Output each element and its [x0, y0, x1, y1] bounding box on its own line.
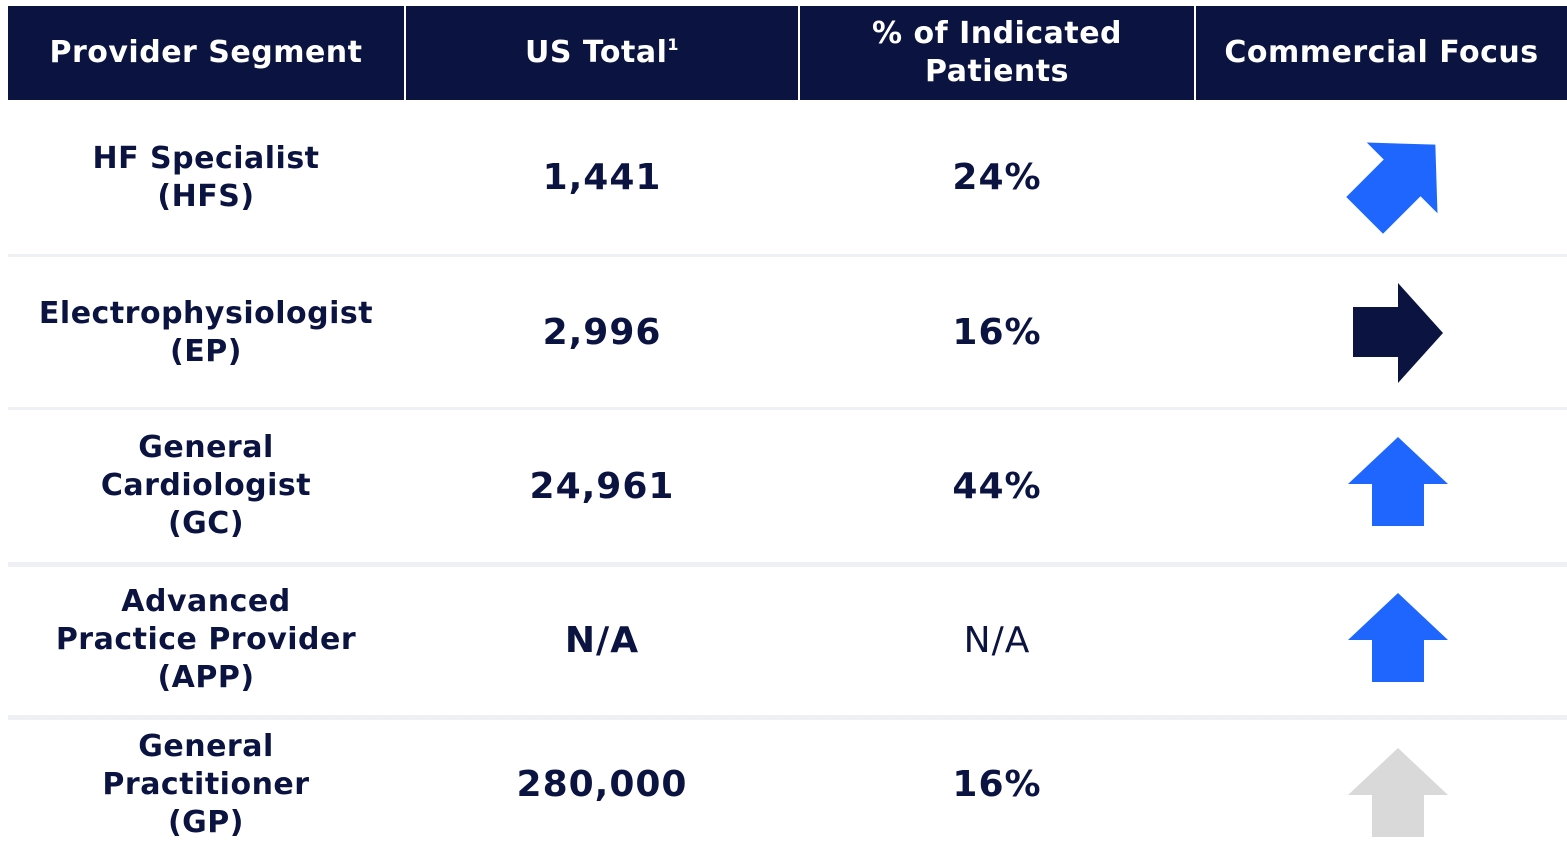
segment-line: Practitioner: [102, 766, 310, 802]
table-row: General Cardiologist (GC) 24,961 44%: [8, 410, 1567, 562]
header-text: Commercial Focus: [1224, 35, 1539, 70]
pct-cell: 24%: [800, 100, 1194, 255]
segment-line: Electrophysiologist: [38, 295, 374, 331]
segment-line: Cardiologist: [100, 468, 312, 503]
header-cell: US Total1: [406, 6, 798, 100]
row-separator: [8, 562, 1567, 567]
pct-text: 24%: [952, 157, 1042, 198]
segment-line: Advanced: [121, 584, 291, 619]
total-text: 1,441: [542, 157, 662, 198]
table-row: Advanced Practice Provider (APP) N/A N/A: [8, 565, 1567, 715]
segment-line: (GP): [167, 804, 245, 840]
pct-text: 16%: [952, 764, 1042, 805]
header-text: US Total1: [525, 34, 679, 72]
segment-cell: General Practitioner (GP): [8, 717, 404, 852]
pct-cell: 16%: [800, 257, 1194, 408]
total-cell: N/A: [405, 565, 799, 715]
row-separator: [8, 715, 1567, 720]
arrow-up: [1348, 593, 1448, 682]
total-cell: 1,441: [405, 100, 799, 255]
table-row: HF Specialist (HFS) 1,441 24%: [8, 100, 1567, 255]
segment-cell: Electrophysiologist (EP): [8, 257, 404, 408]
total-cell: 24,961: [405, 410, 799, 562]
segment-line: (APP): [157, 660, 255, 695]
segment-line: HF Specialist: [92, 140, 320, 176]
segment-line: (HFS): [157, 178, 255, 214]
total-cell: 280,000: [405, 717, 799, 852]
pct-text: N/A: [963, 619, 1031, 661]
arrow-up-right: [1346, 142, 1438, 234]
segment-line: General: [138, 430, 274, 465]
arrow-up: [1348, 437, 1448, 526]
header-text: % of Indicated Patients: [871, 16, 1123, 89]
total-text: 24,961: [529, 465, 675, 507]
segment-line: Practice Provider: [55, 622, 357, 657]
total-text: N/A: [564, 619, 640, 661]
pct-text: 16%: [952, 312, 1042, 353]
table-row: General Practitioner (GP) 280,000 16%: [8, 717, 1567, 852]
arrow-right: [1353, 283, 1443, 383]
header-cell: % of Indicated Patients: [800, 6, 1194, 100]
segment-line: (GC): [167, 506, 245, 541]
pct-cell: 44%: [800, 410, 1194, 562]
header-text: US Total: [524, 35, 668, 70]
pct-text: 44%: [952, 465, 1042, 507]
footnote-mark: 1: [667, 35, 679, 54]
segment-cell: Advanced Practice Provider (APP): [8, 565, 404, 715]
segment-line: General: [138, 728, 274, 764]
segment-line: (EP): [170, 333, 242, 369]
pct-cell: N/A: [800, 565, 1194, 715]
header-cell: Commercial Focus: [1196, 6, 1567, 100]
header-text: Provider Segment: [49, 35, 363, 70]
row-separator: [8, 407, 1567, 410]
pct-cell: 16%: [800, 717, 1194, 852]
header-cell: Provider Segment: [8, 6, 404, 100]
row-separator: [8, 254, 1567, 257]
total-text: 280,000: [516, 764, 688, 805]
total-text: 2,996: [542, 312, 662, 353]
table-row: Electrophysiologist (EP) 2,996 16%: [8, 257, 1567, 408]
arrow-up: [1348, 748, 1448, 837]
segment-cell: General Cardiologist (GC): [8, 410, 404, 562]
segment-cell: HF Specialist (HFS): [8, 100, 404, 255]
total-cell: 2,996: [405, 257, 799, 408]
